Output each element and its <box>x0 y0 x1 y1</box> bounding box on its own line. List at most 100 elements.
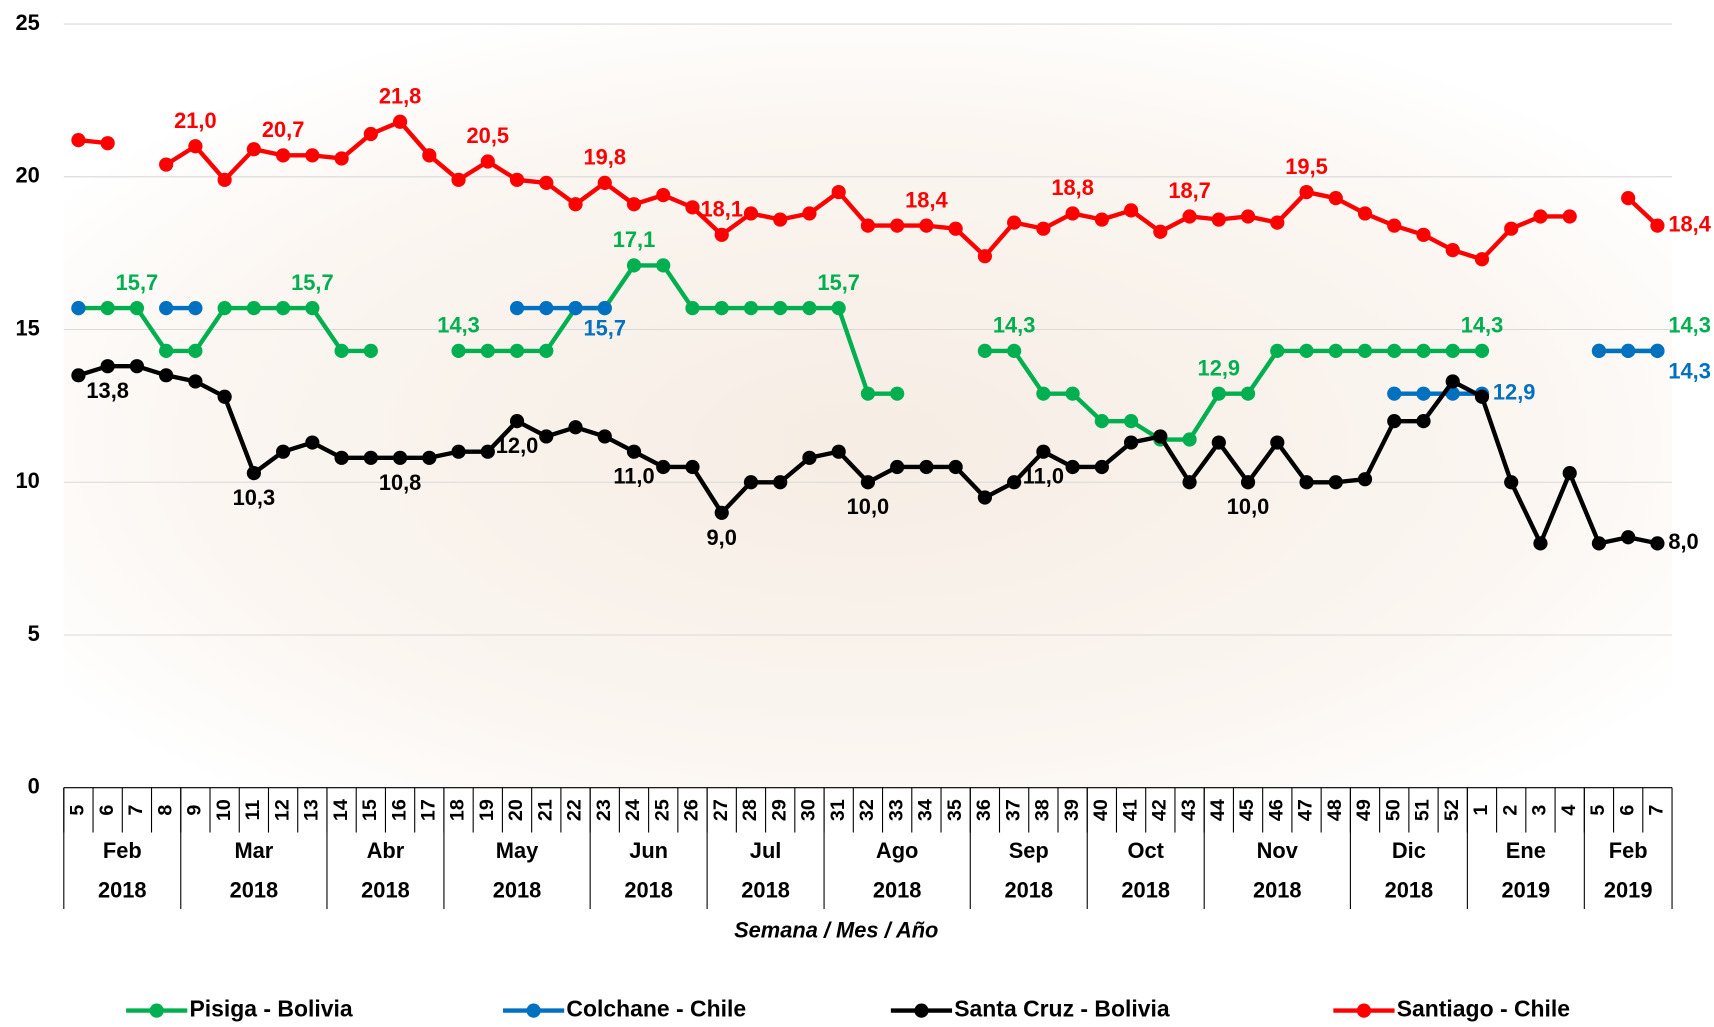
data-label: 15,7 <box>584 316 627 341</box>
data-point <box>71 368 86 383</box>
y-tick-label: 0 <box>28 773 40 798</box>
y-tick-label: 5 <box>28 621 40 646</box>
data-point <box>802 450 817 465</box>
x-tick-label: 5 <box>1587 805 1609 816</box>
data-point <box>100 359 115 374</box>
data-point <box>129 359 145 374</box>
data-point <box>217 389 232 404</box>
data-point <box>246 142 261 157</box>
data-point <box>1182 475 1197 490</box>
x-tick-label: 18 <box>447 799 469 821</box>
data-point <box>159 301 174 316</box>
data-point <box>1445 242 1460 258</box>
x-tick-label: 26 <box>681 799 703 821</box>
x-tick-label: 22 <box>564 799 586 821</box>
data-point <box>392 114 408 129</box>
month-label: Nov <box>1257 838 1299 863</box>
data-point <box>860 218 876 233</box>
data-label: 18,4 <box>1668 211 1711 236</box>
data-point <box>685 459 700 475</box>
data-point <box>1211 212 1226 227</box>
x-tick-label: 39 <box>1061 799 1083 821</box>
data-point <box>1211 435 1226 450</box>
data-point <box>773 475 788 490</box>
data-point <box>188 374 203 389</box>
data-point <box>1299 343 1314 358</box>
data-label: 15,7 <box>817 270 860 295</box>
x-tick-label: 38 <box>1032 799 1054 821</box>
x-tick-label: 47 <box>1295 799 1317 821</box>
data-label: 10,8 <box>379 470 422 495</box>
data-point <box>1036 221 1051 236</box>
data-point <box>1328 191 1343 206</box>
month-label: Jun <box>629 838 668 863</box>
data-label: 21,8 <box>379 84 422 109</box>
data-point <box>480 154 495 169</box>
x-tick-label: 12 <box>271 799 293 821</box>
data-point <box>1065 459 1080 475</box>
data-point <box>1211 386 1226 401</box>
data-point <box>1591 536 1607 551</box>
x-tick-label: 2 <box>1499 805 1521 816</box>
data-point <box>568 420 583 435</box>
y-tick-label: 15 <box>15 315 39 340</box>
data-point <box>305 435 320 450</box>
data-point <box>1650 536 1665 551</box>
data-point <box>890 386 905 401</box>
data-point <box>743 206 759 221</box>
data-point <box>656 258 671 273</box>
data-point <box>597 301 612 316</box>
year-label: 2018 <box>741 877 790 902</box>
data-point <box>802 206 817 221</box>
series-line <box>166 305 1658 396</box>
data-point <box>392 450 408 465</box>
data-point <box>451 343 466 358</box>
data-label: 10,0 <box>1227 494 1270 519</box>
x-tick-label: 50 <box>1382 799 1404 821</box>
x-tick-label: 27 <box>710 799 732 821</box>
data-point <box>246 301 261 316</box>
data-point <box>1445 374 1460 389</box>
data-point <box>1123 435 1139 450</box>
data-point <box>1299 475 1314 490</box>
year-label: 2018 <box>624 877 673 902</box>
data-point <box>948 459 963 475</box>
year-label: 2019 <box>1502 877 1551 902</box>
data-point <box>890 218 905 233</box>
data-label: 14,3 <box>993 313 1036 338</box>
data-point <box>1416 414 1431 429</box>
data-point <box>1474 252 1490 267</box>
data-point <box>451 444 466 459</box>
x-tick-label: 5 <box>67 805 89 816</box>
data-point <box>1416 386 1431 401</box>
year-label: 2018 <box>493 877 542 902</box>
data-point <box>159 343 174 358</box>
data-point <box>100 301 115 316</box>
data-label: 11,0 <box>613 464 654 489</box>
data-point <box>1270 343 1285 358</box>
y-tick-label: 25 <box>15 10 39 35</box>
data-point <box>1036 386 1051 401</box>
data-point <box>743 301 759 316</box>
data-point <box>305 301 320 316</box>
month-label: Sep <box>1009 838 1049 863</box>
data-point <box>1328 475 1343 490</box>
data-point <box>480 343 495 358</box>
data-label: 21,0 <box>174 108 217 133</box>
legend-marker <box>526 1003 541 1018</box>
data-point <box>1299 184 1314 200</box>
x-tick-label: 46 <box>1265 799 1287 821</box>
data-point <box>363 450 378 465</box>
x-tick-label: 14 <box>330 799 352 821</box>
data-point <box>100 136 115 151</box>
data-point <box>626 444 642 459</box>
x-tick-label: 52 <box>1441 799 1463 821</box>
data-point <box>626 258 642 273</box>
data-point <box>509 414 525 429</box>
data-label: 14,3 <box>1461 313 1504 338</box>
month-label: Jul <box>750 838 782 863</box>
data-label: 20,7 <box>262 117 305 142</box>
data-label: 18,4 <box>905 187 948 212</box>
data-point <box>509 343 525 358</box>
data-point <box>831 301 846 316</box>
